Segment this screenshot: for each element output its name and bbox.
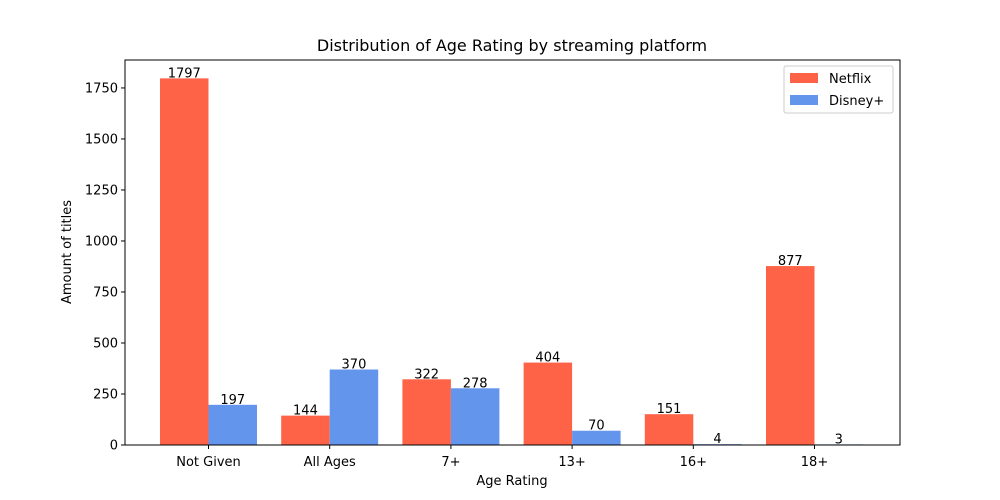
x-tick-label: 7+ <box>441 455 460 470</box>
data-label: 1797 <box>168 66 201 81</box>
x-tick-label: 13+ <box>558 455 585 470</box>
y-tick-label: 0 <box>110 439 118 454</box>
x-axis-label: Age Rating <box>476 474 547 489</box>
x-tick-label: 16+ <box>680 455 707 470</box>
bar-disney--not-given <box>208 404 257 445</box>
data-labels-layer: 1797 197 144 370 322 278 404 70 151 4 877 3 <box>168 66 843 447</box>
x-axis: Not Given All Ages 7+ 13+ 16+ 18+ <box>176 445 828 470</box>
data-label: 151 <box>657 402 682 417</box>
data-label: 278 <box>463 376 488 391</box>
legend-swatch-disney <box>790 95 818 105</box>
chart-title: Distribution of Age Rating by streaming … <box>317 36 707 55</box>
data-label: 70 <box>588 419 605 434</box>
bar-disney--all-ages <box>329 369 379 445</box>
y-tick-label: 1750 <box>85 81 118 96</box>
data-label: 370 <box>342 358 367 373</box>
bar-netflix-not-given <box>160 78 209 445</box>
data-label: 322 <box>414 367 439 382</box>
bar-netflix-18- <box>766 266 815 445</box>
data-label: 404 <box>535 351 560 366</box>
data-label: 4 <box>713 432 721 447</box>
y-tick-label: 250 <box>93 387 118 402</box>
x-tick-label: 18+ <box>801 455 828 470</box>
y-tick-label: 1000 <box>85 234 118 249</box>
y-axis-label: Amount of titles <box>60 200 75 304</box>
data-label: 3 <box>835 432 843 447</box>
y-tick-label: 1250 <box>85 183 118 198</box>
x-tick-label: All Ages <box>304 455 356 470</box>
x-tick-label: Not Given <box>176 455 241 470</box>
bars-layer <box>160 78 863 446</box>
bar-disney--7- <box>450 388 500 445</box>
legend-swatch-netflix <box>790 73 818 83</box>
data-label: 197 <box>220 393 245 408</box>
y-tick-label: 750 <box>93 285 118 300</box>
y-tick-label: 500 <box>93 336 118 351</box>
y-axis: 0 250 500 750 1000 1250 1500 1750 <box>85 81 125 454</box>
data-label: 877 <box>778 254 803 269</box>
bar-netflix-16- <box>644 414 694 445</box>
legend-label-disney: Disney+ <box>829 94 884 109</box>
bar-netflix-all-ages <box>281 415 330 445</box>
bar-netflix-7- <box>402 379 451 445</box>
legend: Netflix Disney+ <box>783 65 894 114</box>
bar-disney--13- <box>572 430 621 445</box>
bar-netflix-13- <box>523 362 573 445</box>
y-tick-label: 1500 <box>85 132 118 147</box>
legend-label-netflix: Netflix <box>829 72 872 87</box>
plot-frame <box>124 59 901 446</box>
data-label: 144 <box>293 404 318 419</box>
